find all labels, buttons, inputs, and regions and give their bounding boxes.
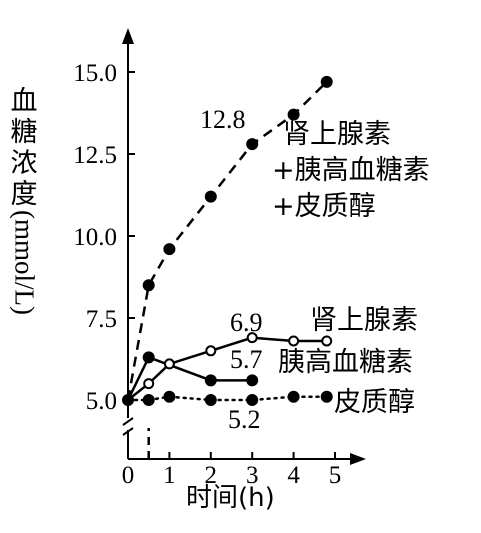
series-label-combined-line1: 肾上腺素	[283, 119, 391, 150]
x-axis-label: 时间(h)	[186, 483, 275, 513]
data-point	[246, 374, 259, 387]
data-point	[246, 138, 259, 151]
y-axis-arrow	[122, 28, 134, 44]
y-axis-label: 血 糖 浓 度 (mmol/L)	[6, 86, 42, 315]
series-labels: 肾上腺素 +胰高血糖素 +皮质醇 肾上腺素 胰高血糖素 皮质醇 12.8 6.9…	[186, 105, 430, 513]
annotation-5-2: 5.2	[228, 405, 261, 434]
x-tick-label: 1	[163, 462, 176, 489]
x-tick-label: 4	[287, 462, 300, 489]
data-point	[163, 243, 176, 256]
y-axis-break	[122, 417, 134, 426]
x-axis-arrow	[350, 453, 366, 465]
x-tick-label: 3	[246, 462, 259, 489]
data-point	[142, 279, 155, 292]
data-point	[287, 390, 300, 403]
y-axis-label-unit: (mmol/L)	[9, 210, 40, 315]
y-axis-label-char: 浓	[10, 148, 38, 179]
data-point	[320, 75, 333, 88]
y-tick-label: 5.0	[86, 388, 117, 415]
series-label-combined-line3: +皮质醇	[272, 191, 376, 222]
y-axis-label-char: 血	[10, 86, 38, 117]
x-tick-label: 0	[122, 462, 135, 489]
annotation-6-9: 6.9	[230, 308, 263, 337]
y-tick-label: 7.5	[86, 306, 117, 333]
series-label-glucagon: 胰高血糖素	[278, 347, 413, 378]
data-point	[246, 394, 259, 406]
data-point	[163, 390, 176, 403]
data-point	[287, 108, 300, 121]
y-tick-label: 15.0	[73, 60, 117, 87]
y-tick-label: 10.0	[73, 224, 117, 251]
data-point	[204, 190, 217, 203]
data-point	[204, 394, 217, 406]
annotation-12-8: 12.8	[200, 105, 246, 134]
data-point	[204, 374, 217, 387]
x-tick-label: 5	[329, 462, 342, 489]
data-point	[320, 390, 333, 403]
data-point	[321, 335, 333, 347]
y-axis-break	[122, 427, 134, 436]
series-label-epinephrine: 肾上腺素	[310, 305, 418, 336]
series-line	[126, 355, 253, 401]
y-tick-label: 12.5	[73, 142, 117, 169]
data-point	[142, 351, 155, 364]
annotation-5-7: 5.7	[230, 345, 263, 374]
data-point	[246, 332, 258, 344]
series-label-combined-line2: +胰高血糖素	[272, 155, 430, 186]
data-point	[122, 394, 134, 406]
y-axis-label-char: 糖	[10, 117, 38, 148]
axes	[122, 28, 366, 465]
x-tick-label: 2	[205, 462, 218, 489]
data-point	[143, 378, 155, 390]
data-point	[205, 345, 217, 357]
series-markers	[122, 75, 333, 406]
series-label-cortisol: 皮质醇	[334, 387, 415, 418]
y-axis-label-char: 度	[10, 179, 38, 210]
axis-ticks: 0 1 2 3 4 5 5.0 7.5 10.0 12.5 15.0	[73, 60, 341, 489]
data-point	[288, 335, 300, 347]
data-point	[142, 394, 155, 406]
data-point	[163, 358, 175, 370]
